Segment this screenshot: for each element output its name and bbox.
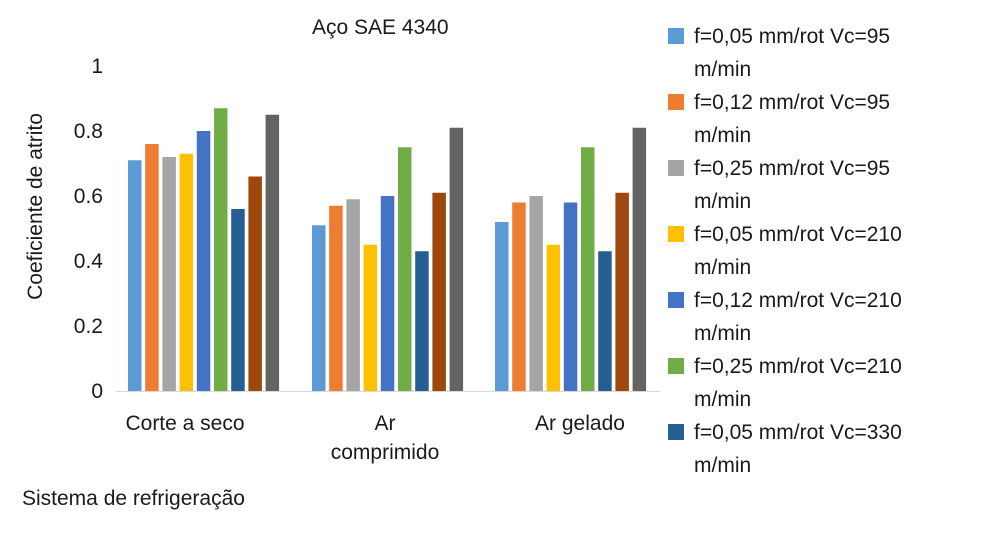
bar — [415, 251, 429, 391]
legend-item: f=0,05 mm/rot Vc=330 m/min — [668, 416, 998, 482]
legend-label-line: f=0,05 mm/rot Vc=95 — [694, 25, 891, 48]
legend-swatch — [668, 226, 684, 242]
y-tick-label: 0.4 — [74, 250, 104, 273]
legend-label-line: m/min — [694, 388, 752, 411]
y-tick-label: 0.2 — [74, 315, 103, 338]
bar — [346, 199, 360, 391]
legend-label-line: m/min — [694, 124, 752, 147]
legend-swatch — [668, 160, 684, 176]
legend: f=0,05 mm/rot Vc=95 m/min f=0,12 mm/rot Vc… — [668, 20, 998, 482]
bar — [196, 131, 211, 391]
y-tick-label: 0.8 — [74, 120, 103, 143]
legend-label-line: m/min — [694, 256, 752, 279]
legend-label-line: m/min — [694, 454, 752, 477]
bar — [312, 225, 326, 391]
legend-label-line: f=0,12 mm/rot Vc=210 — [694, 289, 902, 312]
legend-label-line: f=0,05 mm/rot Vc=210 — [694, 223, 902, 246]
bar — [329, 205, 343, 391]
bar — [128, 160, 142, 391]
legend-item: f=0,12 mm/rot Vc=210 m/min — [668, 284, 998, 350]
legend-label: f=0,05 mm/rot Vc=95 m/min — [694, 20, 954, 86]
chart-title: Aço SAE 4340 — [312, 16, 449, 39]
bar — [214, 108, 228, 391]
legend-item: f=0,12 mm/rot Vc=95 m/min — [668, 86, 998, 152]
legend-label: f=0,25 mm/rot Vc=210 m/min — [694, 350, 954, 416]
x-category-label: Corte a seco — [95, 409, 275, 438]
bar — [529, 196, 543, 391]
bar — [248, 176, 262, 391]
bar — [615, 192, 629, 391]
x-category-label: Ar comprimido — [295, 409, 475, 467]
bar — [162, 157, 176, 391]
bar — [179, 153, 194, 391]
bar — [512, 202, 526, 391]
bar — [231, 209, 245, 391]
legend-label-line: f=0,05 mm/rot Vc=330 — [694, 421, 902, 444]
x-category-label-line: Ar gelado — [535, 412, 625, 435]
legend-swatch — [668, 292, 684, 308]
legend-swatch — [668, 94, 684, 110]
bar — [632, 127, 647, 391]
bar — [598, 251, 612, 391]
legend-label: f=0,25 mm/rot Vc=95 m/min — [694, 152, 954, 218]
bar — [546, 244, 561, 391]
legend-item: f=0,05 mm/rot Vc=95 m/min — [668, 20, 998, 86]
bar — [449, 127, 464, 391]
bar — [380, 196, 395, 391]
legend-label-line: m/min — [694, 58, 752, 81]
legend-item: f=0,05 mm/rot Vc=210 m/min — [668, 218, 998, 284]
x-category-label-line: Ar — [374, 412, 396, 435]
legend-label-line: m/min — [694, 190, 752, 213]
x-category-label-line: comprimido — [330, 441, 440, 464]
legend-label-line: f=0,25 mm/rot Vc=210 — [694, 355, 902, 378]
bar — [398, 147, 412, 391]
y-tick-label: 1 — [91, 55, 103, 78]
y-tick-label: 0 — [91, 380, 103, 403]
x-category-label-line: Corte a seco — [125, 412, 245, 435]
legend-label-line: f=0,12 mm/rot Vc=95 — [694, 91, 891, 114]
y-axis-title: Coeficiente de atrito — [24, 113, 47, 300]
bar — [563, 202, 578, 391]
bar — [581, 147, 595, 391]
bar — [265, 114, 280, 391]
legend-label: f=0,12 mm/rot Vc=210 m/min — [694, 284, 954, 350]
legend-label: f=0,05 mm/rot Vc=210 m/min — [694, 218, 954, 284]
x-category-label: Ar gelado — [490, 409, 670, 438]
legend-item: f=0,25 mm/rot Vc=95 m/min — [668, 152, 998, 218]
y-tick-label: 0.6 — [74, 185, 103, 208]
legend-label: f=0,12 mm/rot Vc=95 m/min — [694, 86, 954, 152]
legend-swatch — [668, 358, 684, 374]
x-axis-title: Sistema de refrigeração — [22, 487, 245, 510]
legend-item: f=0,25 mm/rot Vc=210 m/min — [668, 350, 998, 416]
legend-label-line: f=0,25 mm/rot Vc=95 — [694, 157, 891, 180]
legend-swatch — [668, 28, 684, 44]
bar — [495, 222, 509, 391]
bar — [432, 192, 446, 391]
bar — [145, 144, 159, 391]
legend-swatch — [668, 424, 684, 440]
legend-label-line: m/min — [694, 322, 752, 345]
legend-label: f=0,05 mm/rot Vc=330 m/min — [694, 416, 954, 482]
bar — [363, 244, 378, 391]
